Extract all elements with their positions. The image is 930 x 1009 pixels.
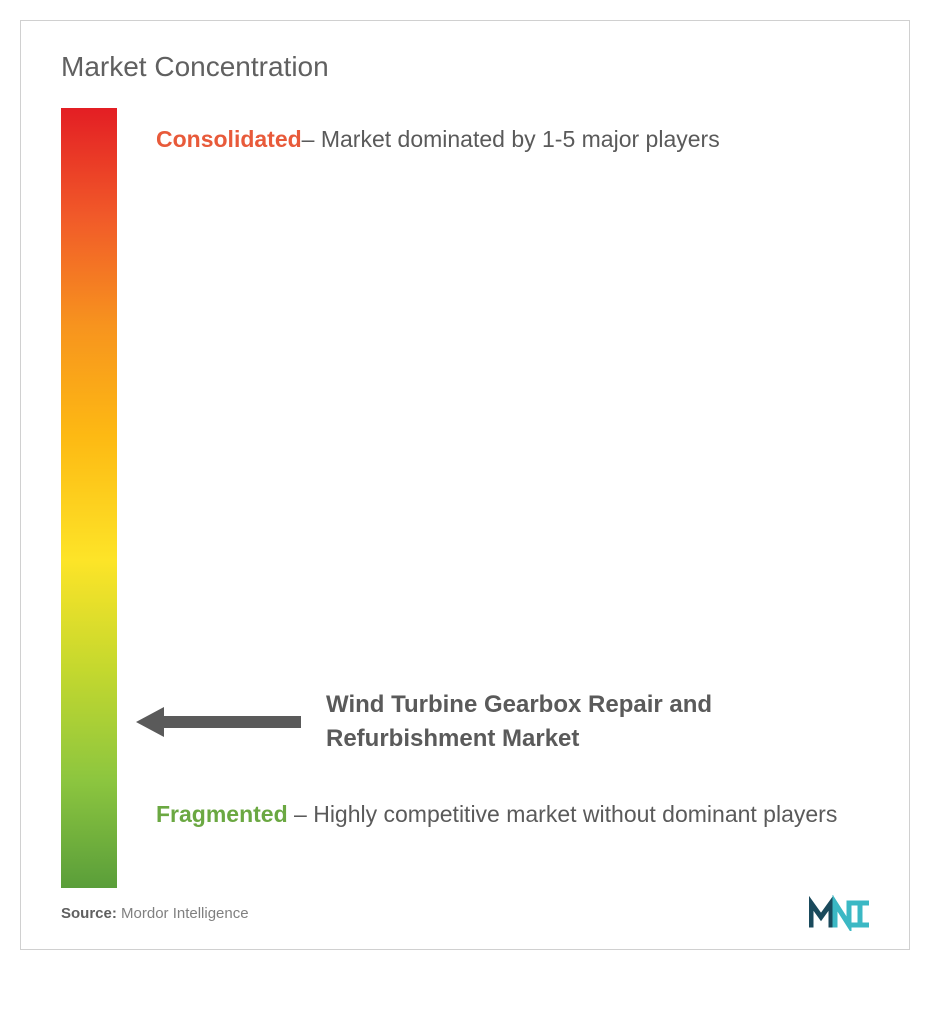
infographic-container: Market Concentration [20, 20, 910, 950]
content-area: Consolidated– Market dominated by 1-5 ma… [61, 108, 869, 888]
market-name-label: Wind Turbine Gearbox Repair and Refurbis… [326, 688, 806, 755]
fragmented-label: Fragmented [156, 801, 288, 827]
source-attribution: Source: Mordor Intelligence [61, 905, 249, 922]
page-title: Market Concentration [61, 51, 869, 83]
footer: Source: Mordor Intelligence [61, 895, 869, 931]
fragmented-desc-text: – Highly competitive market without domi… [288, 801, 838, 827]
market-pointer: Wind Turbine Gearbox Repair and Refurbis… [136, 688, 806, 755]
consolidated-description: Consolidated– Market dominated by 1-5 ma… [156, 113, 836, 166]
mordor-logo-icon [809, 895, 869, 931]
arrow-icon [136, 707, 301, 737]
source-label: Source: [61, 905, 121, 922]
consolidated-desc-text: – Market dominated by 1-5 major players [302, 126, 720, 152]
concentration-gradient-bar [61, 108, 117, 888]
fragmented-description: Fragmented – Highly competitive market w… [156, 788, 856, 841]
source-value: Mordor Intelligence [121, 905, 249, 922]
consolidated-label: Consolidated [156, 126, 302, 152]
